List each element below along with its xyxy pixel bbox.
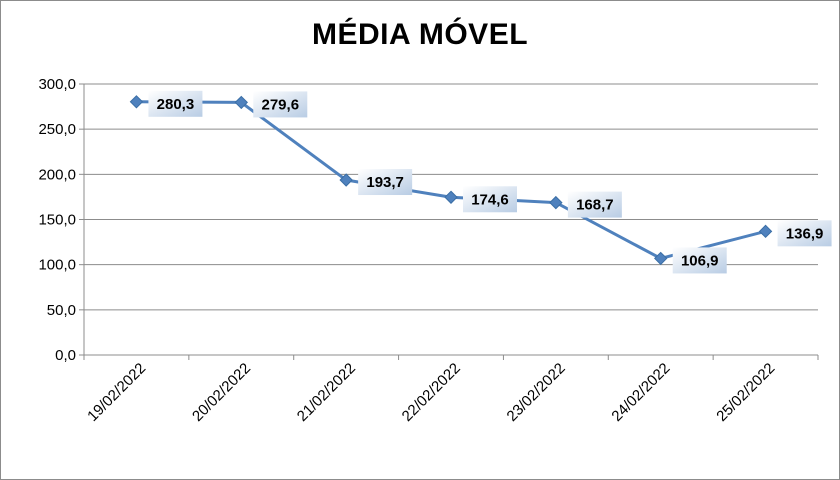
data-label-box: [777, 220, 832, 247]
data-label-box: [253, 91, 308, 118]
y-tick-label: 250,0: [38, 121, 76, 138]
data-label: 280,3: [157, 96, 195, 113]
data-point-marker: [339, 173, 353, 187]
data-point-marker: [758, 224, 773, 239]
data-point-marker: [549, 195, 563, 210]
x-tick-label: 25/02/2022: [713, 360, 778, 425]
data-label-box: [567, 191, 622, 218]
data-label-box: [148, 90, 203, 117]
data-label: 174,6: [471, 191, 509, 208]
series-line: [136, 100, 766, 260]
data-label-box: [463, 186, 517, 213]
x-tick-labels: 19/02/2022 20/02/2022 21/02/2022 22/02/2022…: [84, 360, 778, 425]
data-label: 279,6: [262, 96, 300, 113]
y-tick-label: 300,0: [38, 76, 76, 93]
y-tick-label: 50,0: [47, 302, 76, 319]
data-labels: 280,3 279,6 193,7 174,6 168,7 106,9 136,9: [148, 90, 832, 274]
series-line-path: [136, 100, 766, 260]
data-point-marker: [234, 95, 248, 110]
gridlines: [84, 83, 818, 311]
series-markers: [129, 95, 773, 266]
data-label-box: [358, 169, 413, 196]
y-tick-label: 150,0: [38, 212, 76, 229]
data-point-marker: [654, 251, 668, 266]
x-tick-label: 20/02/2022: [189, 360, 254, 425]
y-tick-labels: 0,0 50,0 100,0 150,0 200,0 250,0 300,0: [38, 76, 76, 364]
data-label: 193,7: [366, 174, 404, 191]
x-tick-label: 19/02/2022: [84, 360, 149, 425]
data-point-marker: [444, 190, 458, 204]
x-tick-label: 22/02/2022: [399, 360, 464, 425]
x-tick-label: 24/02/2022: [608, 360, 673, 425]
y-tick-label: 0,0: [55, 347, 76, 364]
data-point-marker: [129, 95, 144, 109]
y-tick-label: 200,0: [38, 166, 76, 183]
x-tick-label: 23/02/2022: [504, 360, 569, 425]
data-label: 136,9: [786, 225, 824, 242]
y-tick-label: 100,0: [38, 257, 76, 274]
x-tick-label: 21/02/2022: [294, 360, 359, 425]
data-label: 168,7: [576, 197, 614, 214]
chart-title: MÉDIA MÓVEL: [311, 18, 529, 51]
data-label-box: [672, 247, 727, 274]
data-label: 106,9: [681, 252, 719, 269]
axes: [79, 83, 819, 360]
